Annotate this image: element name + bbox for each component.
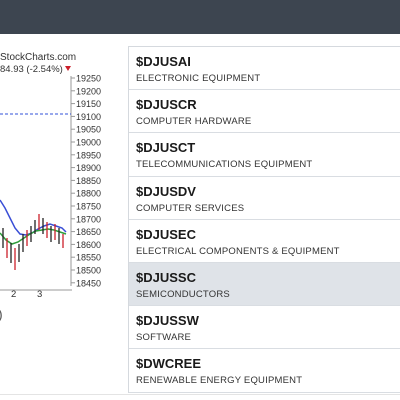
y-tick-label: 18650 — [76, 227, 101, 237]
symbol-label: $DJUSCT — [136, 140, 196, 156]
symbol-label: $DJUSDV — [136, 183, 196, 199]
list-item[interactable]: $DJUSDV COMPUTER SERVICES — [129, 177, 400, 220]
y-tick-label: 18950 — [76, 150, 101, 160]
top-navigation-bar — [0, 0, 400, 34]
y-tick-label: 18850 — [76, 176, 101, 186]
y-tick-label: 19250 — [76, 74, 101, 84]
description-label: COMPUTER HARDWARE — [136, 116, 252, 128]
chart-change-label: 84.93 (-2.54%) — [0, 64, 63, 75]
description-label: SOFTWARE — [136, 332, 192, 344]
symbol-label: $DJUSEC — [136, 226, 196, 242]
list-item[interactable]: $DJUSCR COMPUTER HARDWARE — [129, 90, 400, 134]
description-label: TELECOMMUNICATIONS EQUIPMENT — [136, 159, 313, 171]
y-tick-label: 19050 — [76, 125, 101, 135]
y-tick-label: 18500 — [76, 266, 101, 276]
list-item[interactable]: $DJUSEC ELECTRICAL COMPONENTS & EQUIPMENT — [129, 220, 400, 263]
symbol-label: $DWCREE — [136, 356, 202, 372]
description-label: RENEWABLE ENERGY EQUIPMENT — [136, 375, 303, 387]
bottom-divider — [0, 394, 400, 395]
y-tick-label: 18600 — [76, 240, 101, 250]
list-item[interactable]: $DWCREE RENEWABLE ENERGY EQUIPMENT — [129, 349, 400, 393]
y-tick-label: 18700 — [76, 214, 101, 224]
list-item[interactable]: $DJUSAI ELECTRONIC EQUIPMENT — [129, 47, 400, 91]
y-tick-label: 18900 — [76, 163, 101, 173]
symbol-label: $DJUSCR — [136, 97, 197, 113]
chart-source-label: StockCharts.com — [0, 52, 76, 63]
description-label: COMPUTER SERVICES — [136, 202, 245, 214]
y-tick-label: 18450 — [76, 278, 101, 288]
sector-list: $DJUSAI ELECTRONIC EQUIPMENT $DJUSCR COMPUT… — [128, 46, 400, 393]
y-tick-label: 18750 — [76, 202, 101, 212]
moving-average-blue — [0, 199, 67, 236]
symbol-label: $DJUSSW — [136, 313, 199, 329]
y-tick-label: 19200 — [76, 86, 101, 96]
x-tick-label: 2 — [11, 289, 16, 298]
description-label: SEMICONDUCTORS — [136, 288, 230, 300]
list-item[interactable]: $DJUSCT TELECOMMUNICATIONS EQUIPMENT — [129, 133, 400, 177]
list-item[interactable]: $DJUSSW SOFTWARE — [129, 306, 400, 350]
y-tick-label: 19150 — [76, 99, 101, 109]
y-tick-label: 19100 — [76, 112, 101, 122]
price-chart[interactable]: StockCharts.com 84.93 (-2.54%) 19250 1920… — [0, 48, 106, 298]
down-arrow-icon — [65, 66, 71, 71]
y-tick-label: 18550 — [76, 253, 101, 263]
symbol-label: $DJUSSC — [136, 269, 196, 285]
description-label: ELECTRICAL COMPONENTS & EQUIPMENT — [136, 245, 340, 257]
indicator-paren: ) — [0, 306, 3, 322]
price-chart-svg: StockCharts.com 84.93 (-2.54%) 19250 1920… — [0, 52, 101, 298]
y-tick-label: 18800 — [76, 189, 101, 199]
y-tick-label: 19000 — [76, 138, 101, 148]
symbol-label: $DJUSAI — [136, 54, 191, 69]
x-tick-label: 3 — [37, 289, 42, 298]
list-item[interactable]: $DJUSSC SEMICONDUCTORS — [129, 262, 400, 307]
description-label: ELECTRONIC EQUIPMENT — [136, 73, 261, 84]
moving-average-green — [0, 228, 67, 245]
